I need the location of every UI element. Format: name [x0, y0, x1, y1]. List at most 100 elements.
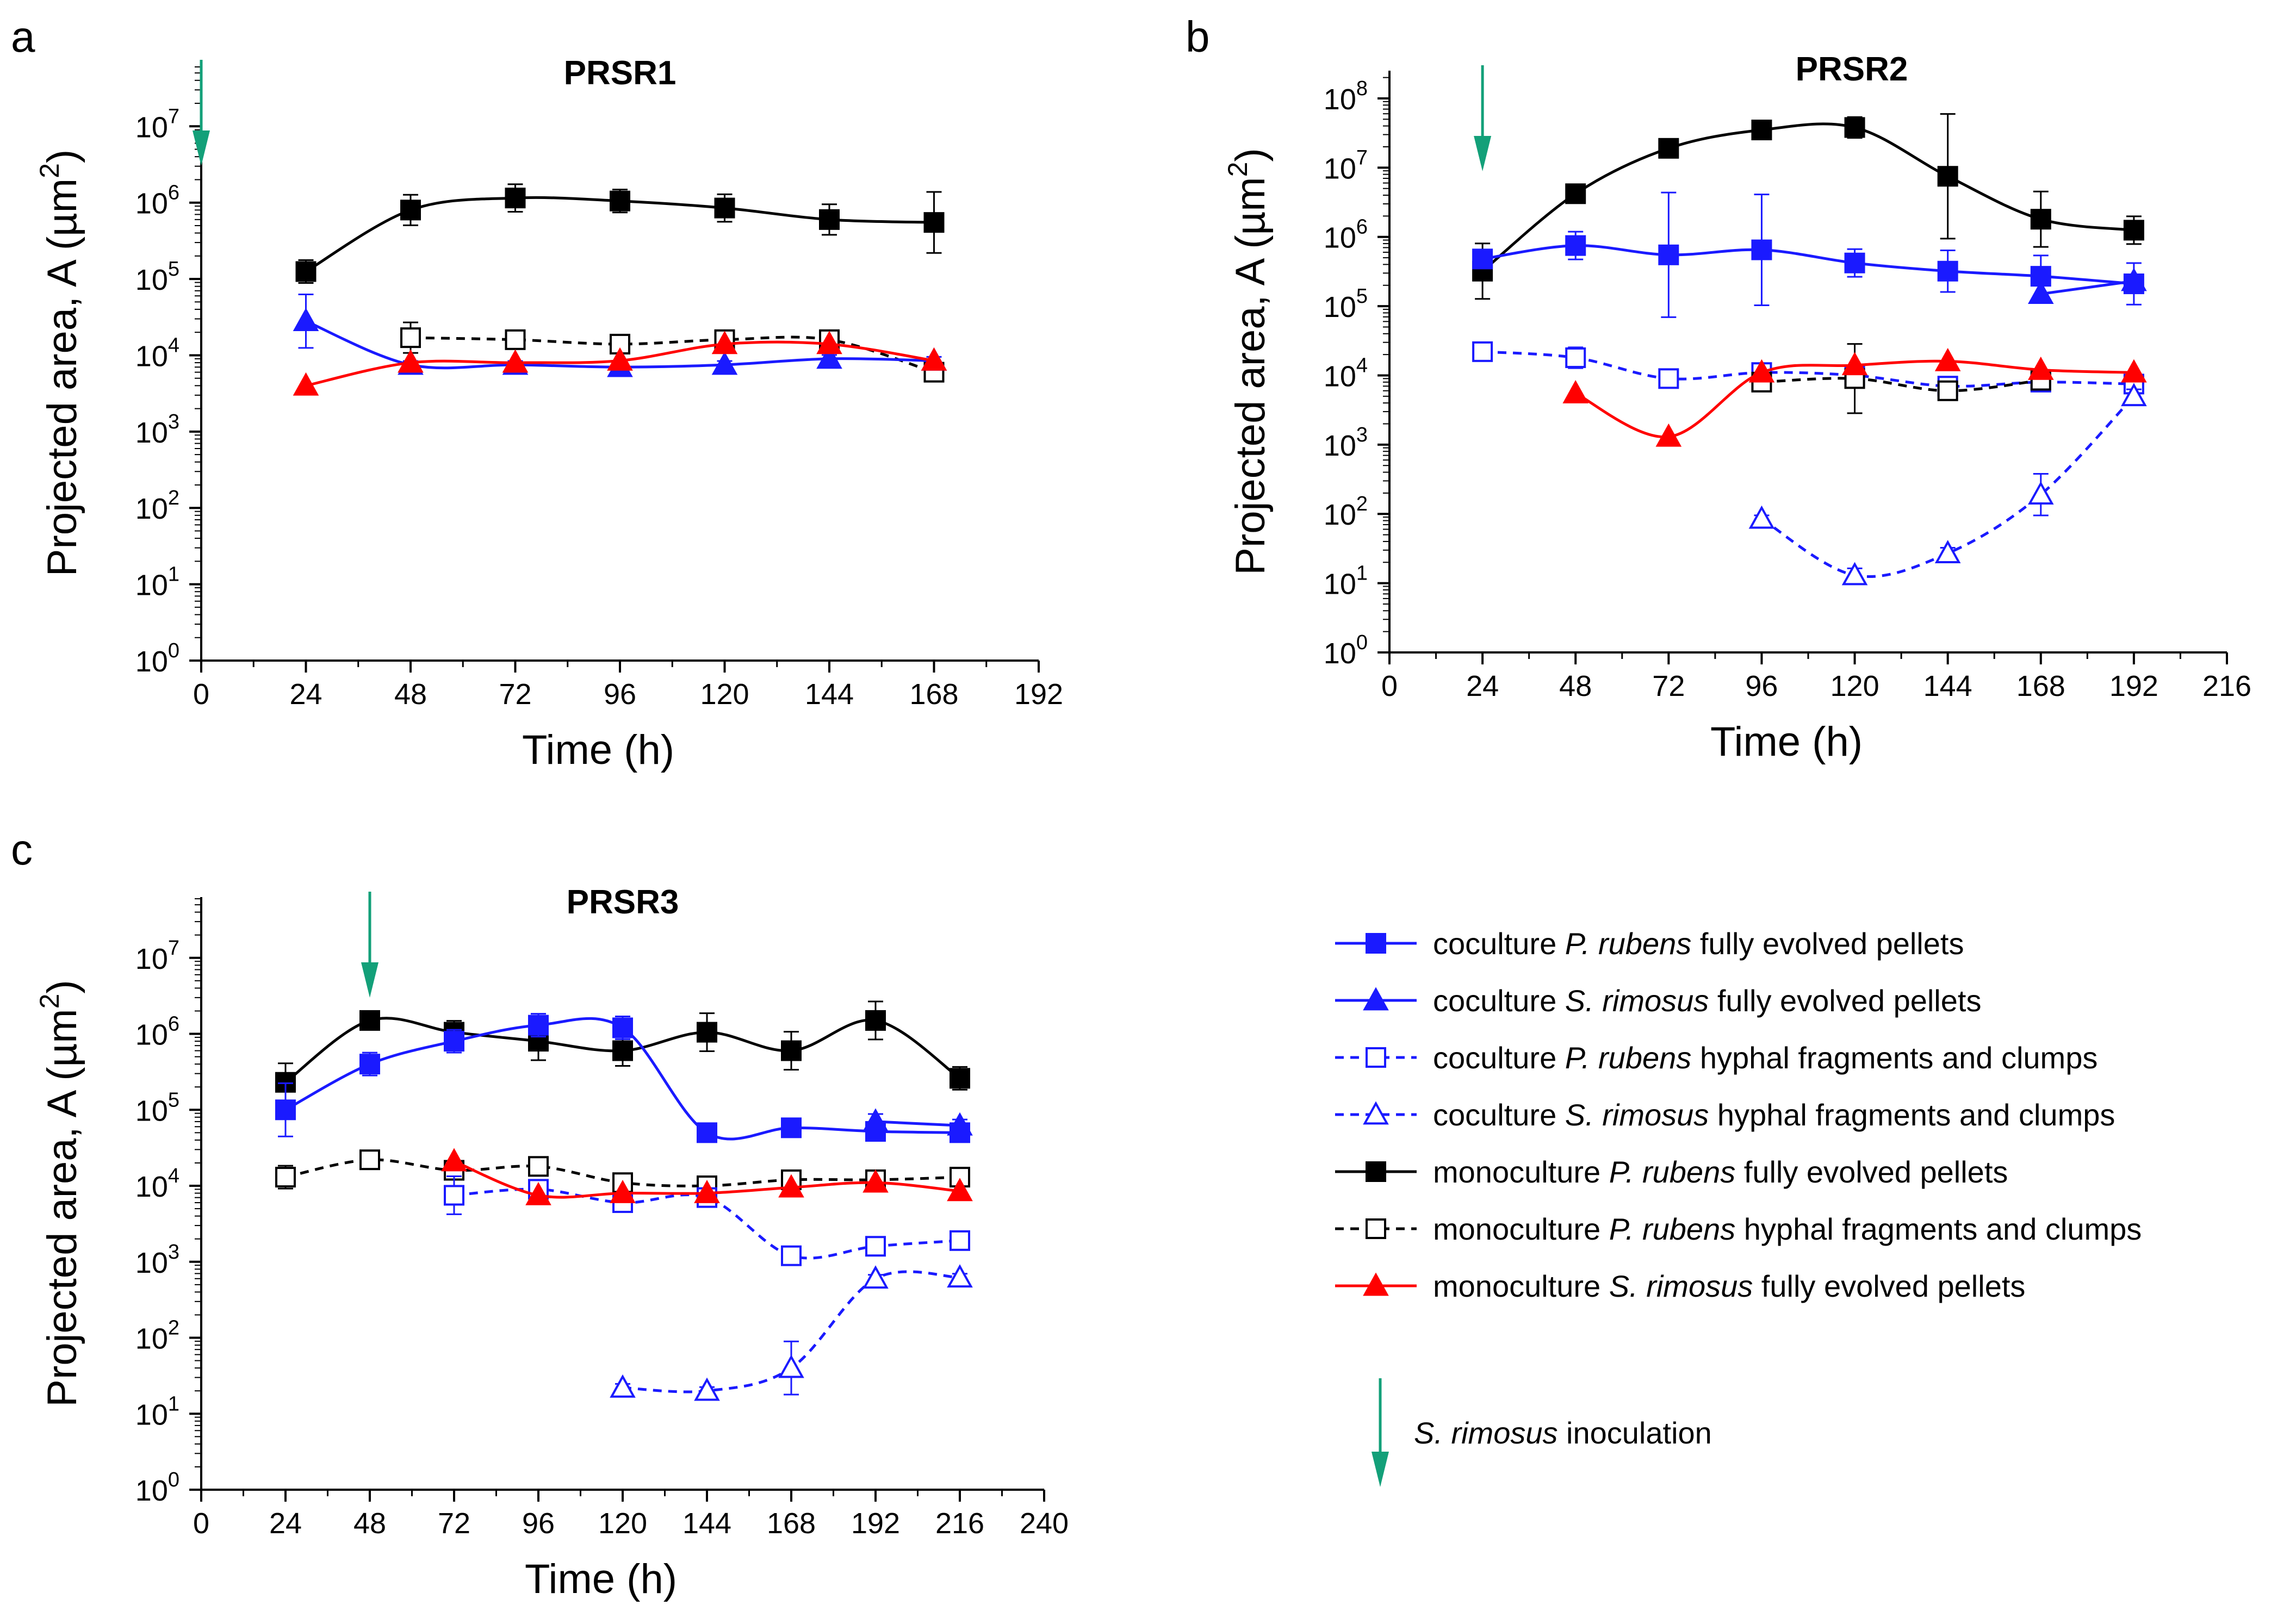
data-point: [862, 1108, 889, 1132]
legend-swatch-marker: [1366, 1047, 1386, 1068]
data-point: [711, 331, 738, 354]
x-tick-label: 168: [909, 678, 958, 711]
y-tick-label: 100: [135, 639, 179, 678]
x-tick-label: 24: [269, 1507, 302, 1540]
data-point: [694, 1180, 720, 1203]
data-point: [607, 347, 633, 371]
data-point: [612, 1040, 633, 1061]
data-point: [816, 345, 842, 369]
x-tick-label: 192: [851, 1507, 900, 1540]
data-point: [359, 1010, 380, 1031]
data-point: [781, 1245, 802, 1266]
data-point: [1748, 359, 1775, 383]
data-point: [359, 1149, 380, 1171]
data-point: [921, 347, 947, 371]
data-point: [1658, 244, 1679, 265]
arrow-head: [193, 130, 210, 166]
data-point: [1844, 252, 1865, 273]
x-tick-label: 48: [1559, 670, 1592, 702]
data-point: [444, 1031, 464, 1052]
y-tick-label: 103: [1324, 424, 1368, 462]
y-tick-label: 104: [1324, 354, 1368, 393]
data-point: [400, 200, 421, 221]
data-point: [293, 308, 319, 332]
series-co_pr_pellet: [1472, 191, 2144, 318]
y-tick-label: 107: [135, 937, 179, 975]
y-tick-label: 101: [135, 1392, 179, 1431]
inoculation-arrow: [1474, 65, 1492, 171]
chart-title: PRSR1: [564, 54, 677, 92]
panel-label-a: a: [11, 13, 35, 61]
x-tick-label: 144: [805, 678, 854, 711]
series-co_sr_pellet: [862, 1108, 973, 1136]
legend-item-mono_pr_frag: monoculture P. rubens hyphal fragments a…: [1335, 1212, 2142, 1246]
panel-label-c: c: [11, 825, 33, 874]
data-point: [697, 1122, 717, 1143]
x-tick-label: 0: [193, 678, 209, 711]
legend-item-mono_sr_pellet: monoculture S. rimosus fully evolved pel…: [1335, 1269, 2025, 1303]
data-point: [1565, 347, 1586, 368]
data-point: [275, 1099, 296, 1121]
data-point: [1751, 239, 1772, 260]
series-line: [622, 1270, 960, 1393]
data-point: [293, 372, 319, 396]
y-tick-label: 101: [1324, 562, 1368, 601]
data-point: [525, 1181, 551, 1205]
data-point: [865, 1010, 886, 1031]
chart-title: PRSR3: [567, 883, 679, 921]
data-point: [359, 1054, 380, 1075]
x-tick-label: 192: [1014, 678, 1063, 711]
legend-label: coculture S. rimosus hyphal fragments an…: [1433, 1098, 2115, 1132]
x-axis-label: Time (h): [525, 1556, 677, 1602]
data-point: [2027, 356, 2054, 380]
y-tick-label: 100: [1324, 631, 1368, 670]
y-tick-label: 107: [135, 105, 179, 144]
y-tick-label: 106: [1324, 216, 1368, 254]
data-point: [2027, 481, 2054, 505]
legend-swatch-marker: [1363, 1101, 1389, 1125]
legend-label: monoculture S. rimosus fully evolved pel…: [1433, 1269, 2025, 1303]
legend-swatch-marker: [1366, 1161, 1386, 1182]
series-line: [875, 1120, 960, 1127]
x-tick-label: 96: [604, 678, 636, 711]
data-point: [1937, 166, 1958, 187]
chart-panel-a: PRSR1 0 24 48 72 96 120 144 168 192 Time (h) 100 101…: [34, 54, 1063, 773]
x-tick-label: 0: [1381, 670, 1398, 702]
legend-label: monoculture P. rubens hyphal fragments a…: [1433, 1212, 2142, 1246]
data-point: [505, 188, 526, 209]
y-tick-label: 102: [135, 487, 179, 525]
y-tick-label: 105: [135, 1088, 179, 1127]
y-axis-label: Projected area, A (µm2): [34, 150, 85, 576]
legend-label: coculture P. rubens hyphal fragments and…: [1433, 1041, 2098, 1075]
panel-label-b: b: [1186, 13, 1210, 61]
y-tick-label: 105: [1324, 285, 1368, 323]
data-point: [612, 1017, 633, 1038]
arrow-head: [361, 962, 378, 998]
data-point: [275, 1167, 296, 1188]
chart-title: PRSR2: [1796, 51, 1908, 88]
series-line: [410, 335, 935, 374]
data-point: [778, 1354, 804, 1378]
legend-label: coculture S. rimosus fully evolved pelle…: [1433, 984, 1981, 1018]
data-point: [1472, 248, 1493, 270]
series-line: [1761, 395, 2135, 578]
data-point: [1934, 347, 1961, 371]
series-mono_pr_pellet: [295, 183, 945, 284]
data-point: [1844, 117, 1865, 138]
series-mono_pr_pellet: [1472, 113, 2144, 300]
data-point: [781, 1117, 802, 1138]
y-tick-label: 106: [135, 1013, 179, 1051]
data-point: [947, 1178, 973, 1202]
data-point: [610, 190, 630, 211]
data-point: [2030, 209, 2051, 230]
data-point: [505, 329, 526, 350]
y-axis-label: Projected area, A (µm2): [1223, 148, 1274, 575]
data-point: [502, 349, 529, 373]
data-point: [1748, 505, 1775, 529]
series-mono_sr_pellet: [293, 331, 947, 396]
data-point: [1937, 380, 1958, 401]
data-point: [1472, 341, 1493, 362]
legend-swatch-marker: [1366, 933, 1386, 954]
data-point: [1565, 183, 1586, 204]
x-tick-label: 216: [935, 1507, 984, 1540]
